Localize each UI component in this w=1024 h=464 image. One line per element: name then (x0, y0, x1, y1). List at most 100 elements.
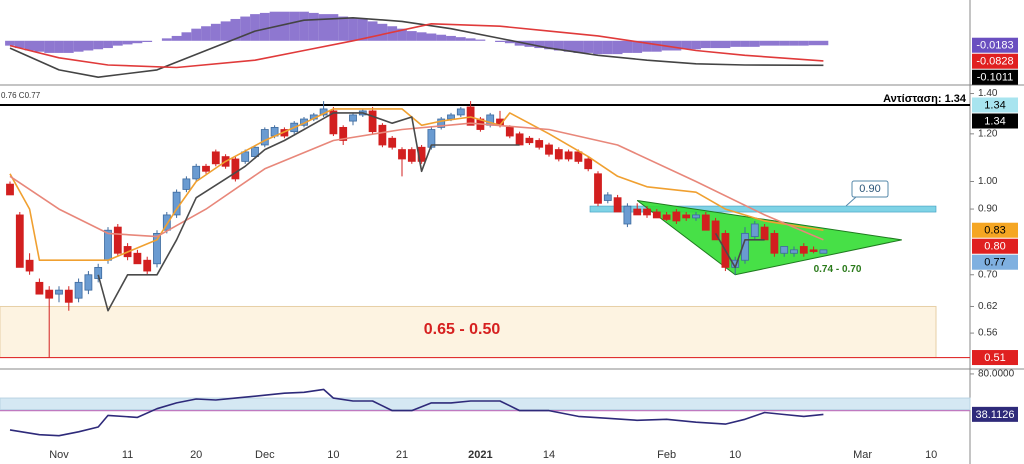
histogram-bar (44, 40, 55, 53)
candle-body (770, 232, 779, 254)
callout-line (845, 196, 857, 207)
candle-body (790, 249, 798, 254)
candle-body (466, 106, 475, 126)
histogram-bar (798, 40, 809, 46)
price-label: 1.34 (984, 115, 1005, 127)
histogram-bar (514, 40, 525, 46)
histogram-bar (759, 40, 770, 46)
histogram-bar (446, 35, 456, 41)
x-tick-label: 10 (729, 449, 741, 461)
candle-body (74, 281, 83, 299)
histogram-bar (426, 33, 437, 41)
price-label: 0.77 (984, 257, 1005, 269)
price-label-box (972, 97, 1018, 113)
histogram-bar (720, 40, 731, 49)
indicator-line (97, 112, 765, 312)
y-tick-label: 0.56 (978, 328, 998, 339)
candle-body (15, 214, 24, 268)
histogram-bar (681, 40, 692, 50)
candle-body (192, 165, 201, 180)
histogram-bar (573, 40, 584, 53)
histogram-bar (740, 40, 750, 47)
histogram-bar (259, 12, 270, 41)
histogram-bar (455, 37, 466, 41)
candle-body (329, 110, 338, 135)
candle-body (260, 129, 269, 146)
histogram-bar (710, 40, 721, 49)
candle-body (133, 252, 142, 265)
candle-body (603, 194, 612, 201)
candle-body (564, 151, 573, 160)
candle-body (525, 137, 534, 144)
x-tick-label: 10 (925, 449, 937, 461)
histogram-bar (504, 40, 515, 44)
x-tick-label: 21 (396, 449, 408, 461)
candle-body (613, 197, 622, 213)
candle-body (750, 223, 759, 237)
x-tick-label: 20 (190, 449, 202, 461)
histogram-bar (700, 40, 711, 49)
histogram-bar (436, 34, 447, 41)
zone (0, 305, 937, 359)
candle-body (45, 289, 54, 299)
histogram-bar (553, 40, 564, 51)
histogram-bar (308, 12, 319, 41)
histogram-bar (142, 40, 153, 42)
candle-body (662, 214, 671, 220)
candle-body (25, 259, 34, 272)
price-label: 0.51 (984, 352, 1005, 364)
histogram-bar (495, 40, 505, 42)
histogram-bar (93, 40, 104, 50)
candle-body (153, 232, 161, 265)
histogram-bar (328, 14, 339, 41)
price-label-box (972, 37, 1018, 53)
x-tick-label: Dec (255, 449, 275, 461)
candle-body (231, 158, 240, 180)
candle-body (251, 146, 259, 157)
candle-body (819, 249, 828, 254)
price-label-box (972, 254, 1018, 270)
histogram-bar (602, 40, 613, 55)
y-tick-label: 0.70 (978, 269, 998, 280)
candle-body (584, 158, 593, 170)
candle-body (780, 246, 789, 254)
histogram-bar (201, 26, 211, 41)
candle-body (6, 183, 14, 196)
histogram-bar (789, 40, 799, 46)
candle-body (35, 281, 44, 295)
histogram-bar (112, 40, 123, 46)
candle-body (652, 211, 661, 219)
histogram-bar (210, 23, 221, 41)
candle-body (799, 246, 808, 254)
candle-body (623, 205, 632, 225)
histogram-bar (103, 40, 113, 49)
candle-body (760, 226, 769, 241)
histogram-bar (348, 17, 358, 41)
histogram-bar (465, 38, 476, 41)
histogram-bar (622, 40, 633, 53)
price-label-box (972, 113, 1018, 129)
histogram-bar (563, 40, 574, 52)
histogram-bar (544, 40, 554, 50)
candle-body (407, 149, 416, 162)
price-label-box (972, 53, 1018, 69)
candle-body (554, 149, 563, 160)
candle-body (682, 214, 691, 219)
x-tick-label: Feb (657, 449, 676, 461)
candle-body (633, 208, 642, 216)
histogram-bar (14, 40, 25, 49)
histogram-bar (632, 40, 643, 53)
price-label: 1.34 (984, 99, 1005, 111)
y-tick-label: 1.00 (978, 176, 998, 187)
indicator-line (9, 17, 824, 78)
histogram-bar (357, 18, 368, 41)
band (0, 397, 971, 411)
x-tick-label: Nov (49, 449, 69, 461)
resistance-label: Αντίσταση: 1.34 (883, 93, 967, 105)
candle-body (378, 124, 387, 146)
x-tick-label: 11 (122, 449, 133, 461)
callout-box (851, 180, 889, 198)
price-label: 0.83 (984, 225, 1005, 237)
y-tick-label: 1.20 (978, 128, 998, 139)
